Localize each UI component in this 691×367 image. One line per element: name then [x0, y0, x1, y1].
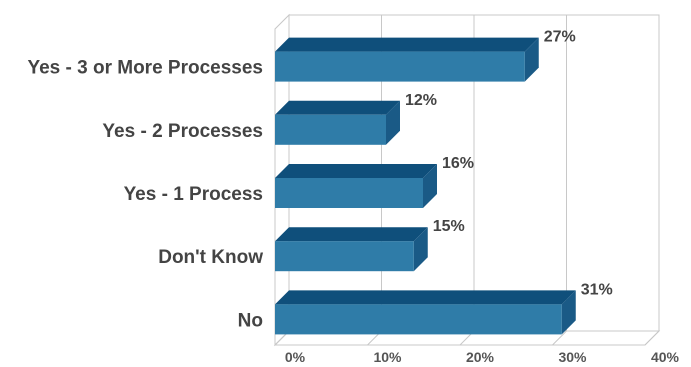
- bar: [275, 100, 400, 145]
- chart-bars: [275, 37, 576, 335]
- bar-end-face: [423, 164, 437, 208]
- x-tick-label: 0%: [285, 349, 306, 365]
- x-tick-label: 30%: [558, 349, 587, 365]
- category-label: Don't Know: [158, 247, 263, 268]
- data-label: 31%: [581, 281, 613, 298]
- bar-front-face: [275, 304, 562, 335]
- category-label: Yes - 1 Process: [124, 184, 263, 205]
- bar-front-face: [275, 178, 423, 208]
- bar: [275, 290, 576, 335]
- x-axis-tick-labels: 0% 10% 20% 30% 40%: [285, 349, 680, 365]
- bar-top-face: [275, 227, 428, 242]
- bar-end-face: [524, 37, 539, 82]
- bar-front-face: [275, 114, 386, 145]
- bar-front-face: [275, 241, 414, 272]
- bar-end-face: [386, 100, 400, 145]
- bar-top-face: [275, 290, 576, 305]
- bar-top-face: [275, 100, 400, 115]
- x-tick-label: 20%: [466, 349, 495, 365]
- category-label: No: [238, 310, 263, 331]
- bar: [275, 164, 437, 208]
- bar-front-face: [275, 51, 525, 82]
- data-label: 12%: [405, 92, 437, 109]
- x-tick-label: 10%: [373, 349, 402, 365]
- bar-top-face: [275, 164, 437, 178]
- floor-gridline: [644, 330, 660, 346]
- data-labels: 27% 12% 16% 15% 31%: [405, 29, 613, 299]
- category-labels: Yes - 3 or More Processes Yes - 2 Process…: [27, 58, 263, 332]
- category-label: Yes - 3 or More Processes: [27, 58, 263, 79]
- data-label: 15%: [433, 218, 465, 235]
- bar-end-face: [413, 227, 428, 272]
- x-tick-label: 40%: [651, 349, 680, 365]
- data-label: 27%: [544, 29, 576, 46]
- bar-top-face: [275, 37, 539, 52]
- data-label: 16%: [442, 155, 474, 172]
- category-label: Yes - 2 Processes: [102, 121, 263, 142]
- bar: [275, 37, 539, 82]
- bar-end-face: [561, 290, 576, 335]
- floor-gridline: [552, 330, 567, 346]
- bar: [275, 227, 428, 272]
